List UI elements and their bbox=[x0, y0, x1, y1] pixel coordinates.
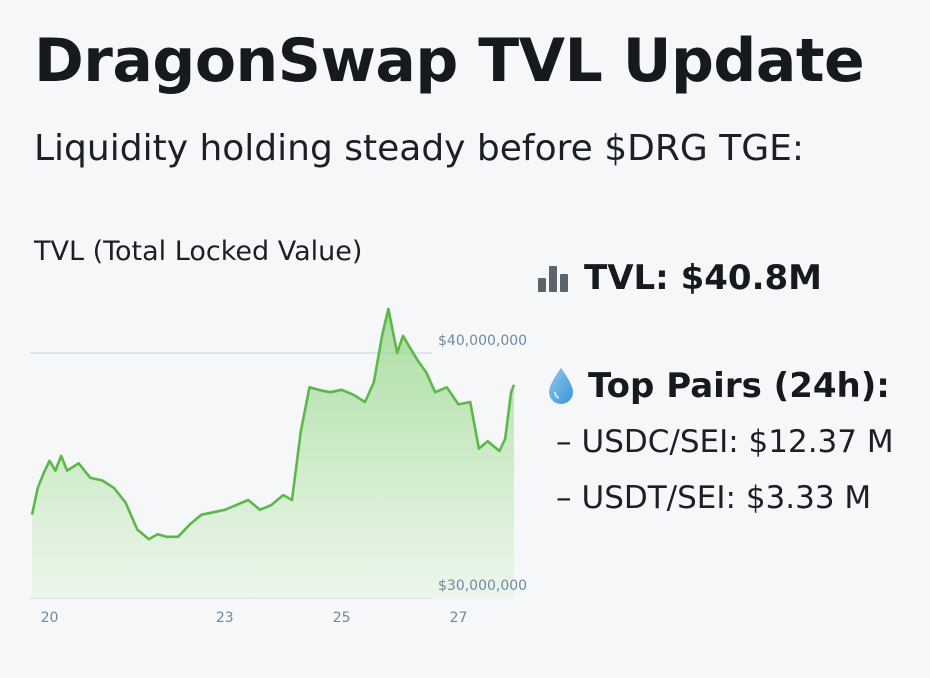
y-tick-label: $30,000,000 bbox=[438, 578, 527, 594]
bar-chart-icon bbox=[538, 264, 568, 292]
x-tick-label: 20 bbox=[41, 610, 59, 626]
top-pairs-header: Top Pairs (24h): bbox=[548, 366, 890, 406]
pair-dash: – bbox=[556, 424, 572, 460]
chart-title: TVL (Total Locked Value) bbox=[34, 236, 363, 267]
page-subtitle: Liquidity holding steady before $DRG TGE… bbox=[34, 128, 804, 169]
x-tick-label: 25 bbox=[333, 610, 351, 626]
droplet-icon bbox=[549, 368, 573, 404]
tvl-area-chart: $42,000,000$40,000,000$30,000,0002023252… bbox=[30, 307, 527, 626]
pair-row-usdt-sei: – USDT/SEI: $3.33 M bbox=[556, 480, 871, 516]
y-tick-label: $40,000,000 bbox=[438, 333, 527, 349]
tvl-value: TVL: $40.8M bbox=[584, 258, 822, 298]
pair-dash: – bbox=[556, 480, 572, 516]
page-title: DragonSwap TVL Update bbox=[34, 26, 865, 96]
pair-label: USDT/SEI: $3.33 M bbox=[581, 480, 872, 516]
x-tick-label: 23 bbox=[216, 610, 234, 626]
top-pairs-title: Top Pairs (24h): bbox=[588, 366, 890, 406]
x-tick-label: 27 bbox=[450, 610, 468, 626]
pair-row-usdc-sei: – USDC/SEI: $12.37 M bbox=[556, 424, 894, 460]
pair-label: USDC/SEI: $12.37 M bbox=[581, 424, 894, 460]
tvl-line bbox=[30, 307, 516, 541]
tvl-stat: TVL: $40.8M bbox=[538, 258, 822, 298]
tvl-area-fill bbox=[32, 308, 514, 598]
